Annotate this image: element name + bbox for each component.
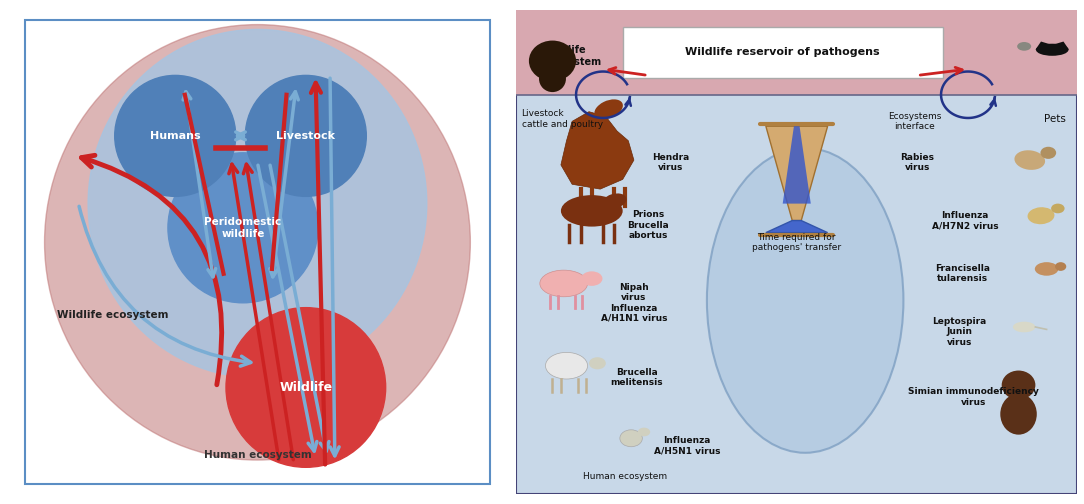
FancyBboxPatch shape <box>622 27 943 78</box>
Text: Pets: Pets <box>1044 114 1067 124</box>
Polygon shape <box>783 126 811 204</box>
Ellipse shape <box>594 99 623 119</box>
Polygon shape <box>1035 41 1053 50</box>
Ellipse shape <box>1028 207 1055 224</box>
Polygon shape <box>766 221 827 233</box>
Text: Francisella
tularensis: Francisella tularensis <box>934 264 990 283</box>
Text: Wildlife
ecosystem: Wildlife ecosystem <box>544 45 603 67</box>
FancyBboxPatch shape <box>25 20 490 484</box>
FancyArrowPatch shape <box>81 155 222 385</box>
Circle shape <box>168 153 318 303</box>
Ellipse shape <box>88 29 427 378</box>
Text: Wildlife: Wildlife <box>280 381 333 394</box>
Polygon shape <box>766 126 827 221</box>
Circle shape <box>529 40 576 81</box>
Circle shape <box>115 76 235 197</box>
Text: Humans: Humans <box>150 131 201 141</box>
Text: Wildlife ecosystem: Wildlife ecosystem <box>56 310 168 320</box>
FancyArrowPatch shape <box>330 78 339 456</box>
Ellipse shape <box>1035 262 1058 276</box>
FancyArrowPatch shape <box>311 83 325 465</box>
Circle shape <box>245 76 366 197</box>
Text: Brucella
melitensis: Brucella melitensis <box>610 368 663 388</box>
FancyBboxPatch shape <box>516 10 1077 95</box>
Text: Leptospira
Junin
virus: Leptospira Junin virus <box>932 317 986 347</box>
Ellipse shape <box>560 195 622 227</box>
Ellipse shape <box>1001 394 1036 434</box>
Ellipse shape <box>1041 147 1056 159</box>
Text: Simian immunodeficiency
virus: Simian immunodeficiency virus <box>908 388 1040 407</box>
Ellipse shape <box>44 25 470 460</box>
Text: Influenza
A/H7N2 virus: Influenza A/H7N2 virus <box>932 211 998 230</box>
Circle shape <box>1002 370 1035 400</box>
Text: Ecosystems
interface: Ecosystems interface <box>888 112 941 131</box>
Text: Influenza
A/H5N1 virus: Influenza A/H5N1 virus <box>654 436 721 455</box>
Ellipse shape <box>620 430 643 447</box>
Ellipse shape <box>1012 322 1035 332</box>
FancyArrowPatch shape <box>258 165 317 451</box>
Ellipse shape <box>1015 150 1045 170</box>
FancyArrowPatch shape <box>244 164 294 460</box>
Text: Human ecosystem: Human ecosystem <box>204 450 311 460</box>
Text: Hendra
virus: Hendra virus <box>651 153 689 172</box>
FancyArrowPatch shape <box>79 206 250 366</box>
Ellipse shape <box>589 357 606 369</box>
Ellipse shape <box>637 427 650 436</box>
Text: Livestock: Livestock <box>276 131 335 141</box>
FancyBboxPatch shape <box>516 10 1077 494</box>
FancyArrowPatch shape <box>229 164 279 460</box>
Text: Human ecosystem: Human ecosystem <box>583 472 668 481</box>
Ellipse shape <box>602 194 627 209</box>
Polygon shape <box>560 112 634 189</box>
Text: Wildlife reservoir of pathogens: Wildlife reservoir of pathogens <box>685 47 880 57</box>
Text: Time required for
pathogens' transfer: Time required for pathogens' transfer <box>752 233 841 252</box>
FancyArrowPatch shape <box>270 165 328 451</box>
Ellipse shape <box>581 271 603 286</box>
Ellipse shape <box>1051 204 1064 213</box>
Ellipse shape <box>1036 44 1069 56</box>
Ellipse shape <box>707 148 903 453</box>
Ellipse shape <box>539 66 566 92</box>
Polygon shape <box>1053 41 1069 50</box>
Ellipse shape <box>1017 42 1031 51</box>
Ellipse shape <box>1055 262 1067 271</box>
Circle shape <box>225 307 386 467</box>
Text: Prions
Brucella
abortus: Prions Brucella abortus <box>627 211 669 240</box>
Text: Peridomestic
wildlife: Peridomestic wildlife <box>204 217 282 238</box>
Text: Livestock
cattle and poultry: Livestock cattle and poultry <box>521 109 603 129</box>
Ellipse shape <box>545 352 588 379</box>
Text: Nipah
virus
Influenza
A/H1N1 virus: Nipah virus Influenza A/H1N1 virus <box>601 283 667 323</box>
Ellipse shape <box>540 270 588 297</box>
Text: Rabies
virus: Rabies virus <box>901 153 934 172</box>
